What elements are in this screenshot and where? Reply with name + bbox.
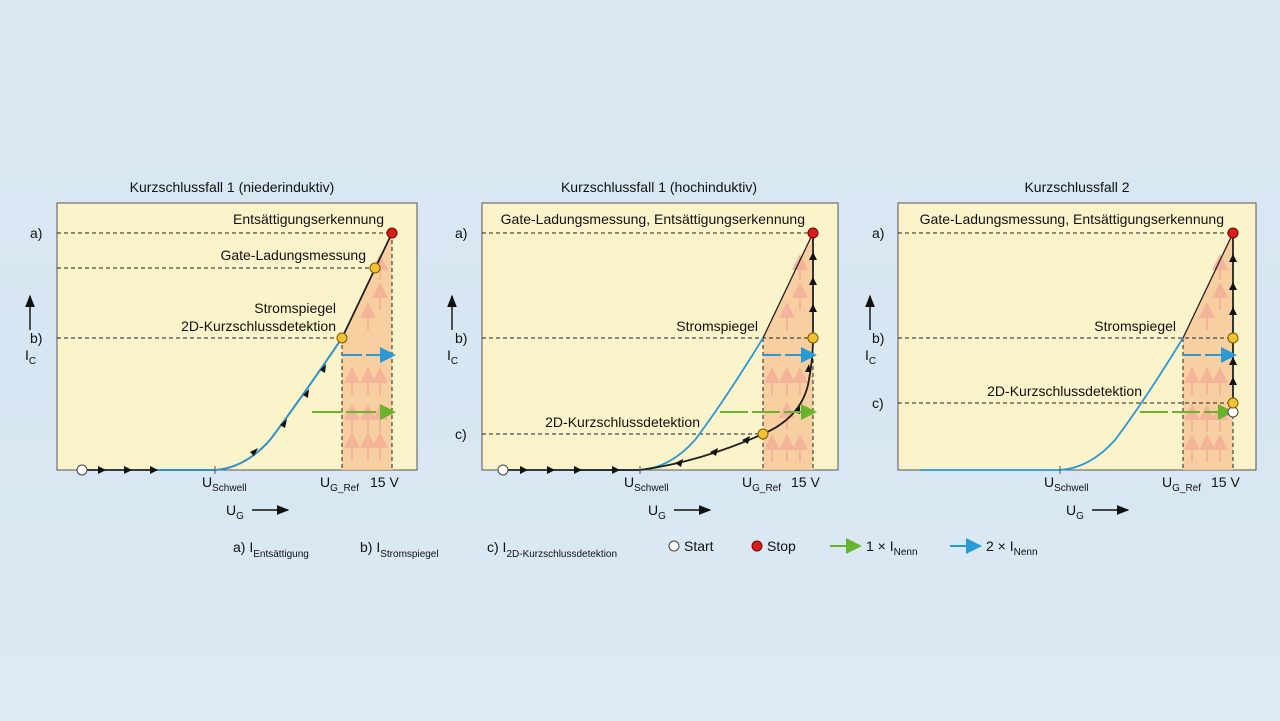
panel-1-tick-uref: UG_Ref (320, 474, 359, 494)
panel-3-level-a: a) (872, 225, 884, 241)
panel-3-point-c (1227, 397, 1239, 409)
legend-item-c: c) I2D-Kurzschlussdetektion (487, 539, 617, 560)
panel-2-title: Kurzschlussfall 1 (hochinduktiv) (561, 179, 757, 195)
panel-3-tick-uref: UG_Ref (1162, 474, 1201, 494)
panel-1-annotation-2d: 2D-Kurzschlussdetektion (181, 318, 336, 334)
panel-1-shade-arrows (344, 254, 388, 460)
panel-3-level-c: c) (872, 395, 884, 411)
legend-start-label: Start (684, 538, 714, 554)
legend-item-b: b) IStromspiegel (360, 539, 439, 560)
panel-1-guides (57, 232, 393, 470)
panel-3-annotation-gate-entsaettigung: Gate-Ladungsmessung, Entsättigungserkenn… (920, 211, 1224, 227)
panel-1-level-a: a) (30, 225, 42, 241)
panel-1-tick-uschwell: USchwell (202, 474, 247, 494)
panel-2-point-c (757, 428, 769, 440)
panel-2-curve-black-upper (762, 232, 814, 339)
panel-1-level-b: b) (30, 330, 42, 346)
legend-stop-icon (751, 540, 763, 552)
panel-2-level-b: b) (455, 330, 467, 346)
panel-1-point-gate (369, 262, 381, 274)
panel-3-y-axis-label: IC (865, 347, 876, 367)
panel-3-tick-uschwell: USchwell (1044, 474, 1089, 494)
panel-1-annotation-gate: Gate-Ladungsmessung (220, 247, 366, 263)
panel-1-tick-15v: 15 V (370, 474, 399, 490)
panel-2-x-axis-label: UG (648, 502, 666, 522)
panel-1-x-axis-label: UG (226, 502, 244, 522)
panel-2-guides (482, 232, 814, 470)
panel-2-annotation-2d: 2D-Kurzschlussdetektion (545, 414, 700, 430)
panel-2-point-b (807, 332, 819, 344)
panel-3-annotation-stromspiegel: Stromspiegel (1094, 318, 1176, 334)
panel-2-shade-arrows (764, 254, 808, 462)
panel-2-tick-15v: 15 V (791, 474, 820, 490)
legend-start-icon (668, 540, 680, 552)
panel-1-direction-markers (98, 364, 326, 474)
legend-1x-label: 1 × INenn (866, 538, 918, 558)
panel-2-level-c: c) (455, 426, 467, 442)
panel-1: Kurzschlussfall 1 (niederinduktiv) (25, 179, 418, 522)
panel-1-title: Kurzschlussfall 1 (niederinduktiv) (130, 179, 335, 195)
panel-2-annotation-stromspiegel: Stromspiegel (676, 318, 758, 334)
panel-3-level-b: b) (872, 330, 884, 346)
panel-3: Kurzschlussfall 2 (865, 179, 1257, 522)
panel-3-point-b (1227, 332, 1239, 344)
panel-1-annotation-stromspiegel: Stromspiegel (254, 300, 336, 316)
legend-stop-label: Stop (767, 538, 796, 554)
panel-1-stop-point (386, 227, 398, 239)
panel-2-level-a: a) (455, 225, 467, 241)
panel-3-stop-point (1227, 227, 1239, 239)
panel-2-annotation-gate-entsaettigung: Gate-Ladungsmessung, Entsättigungserkenn… (501, 211, 805, 227)
panel-1-annotation-entsaettigung: Entsättigungserkennung (233, 211, 384, 227)
panel-1-start-point (76, 464, 88, 476)
panel-3-curve-blue (920, 337, 1184, 471)
legend-item-a: a) IEntsättigung (233, 539, 309, 560)
panel-3-curve-black (1182, 232, 1234, 339)
panel-2-direction-markers (520, 252, 817, 474)
panel-3-title: Kurzschlussfall 2 (1024, 179, 1129, 195)
panel-2-tick-uref: UG_Ref (742, 474, 781, 494)
panel-3-guides (898, 232, 1234, 470)
panel-1-point-b (336, 332, 348, 344)
legend-2x-label: 2 × INenn (986, 538, 1038, 558)
panel-2-stop-point (807, 227, 819, 239)
panel-3-x-axis-label: UG (1066, 502, 1084, 522)
legend: a) IEntsättigung b) IStromspiegel c) I2D… (233, 538, 1038, 560)
panel-3-tick-15v: 15 V (1211, 474, 1240, 490)
panel-2-start-point (497, 464, 509, 476)
panel-2-tick-uschwell: USchwell (624, 474, 669, 494)
panel-2-y-axis-label: IC (447, 347, 458, 367)
panel-3-annotation-2d: 2D-Kurzschlussdetektion (987, 383, 1142, 399)
panel-1-y-axis-label: IC (25, 347, 36, 367)
panel-2: Kurzschlussfall 1 (hochinduktiv) (447, 179, 839, 522)
panel-1-curve-blue (150, 337, 343, 471)
